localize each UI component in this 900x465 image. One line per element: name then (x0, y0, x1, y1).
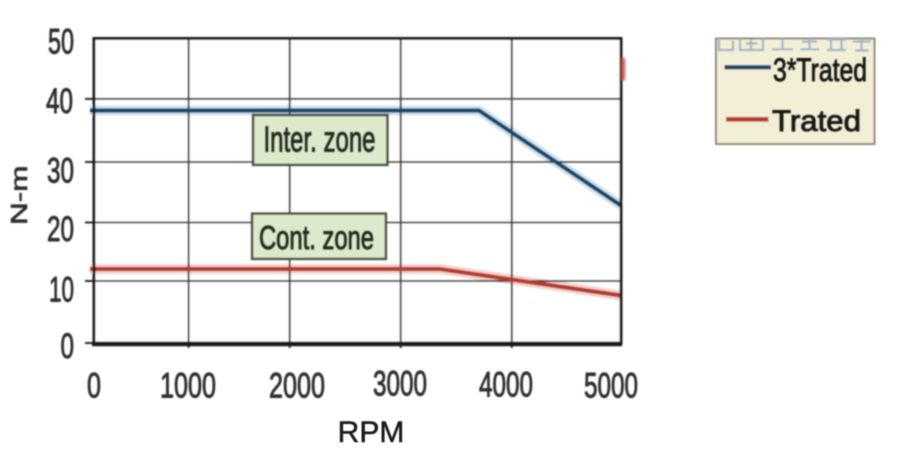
svg-text:N-m: N-m (6, 166, 32, 226)
svg-text:40: 40 (46, 82, 73, 121)
svg-text:1000: 1000 (160, 367, 216, 406)
svg-text:2000: 2000 (269, 367, 325, 406)
svg-text:Cont. zone: Cont. zone (259, 219, 374, 256)
svg-text:0: 0 (61, 327, 75, 366)
svg-text:10: 10 (49, 271, 74, 310)
svg-text:Inter. zone: Inter. zone (264, 119, 376, 160)
svg-text:30: 30 (47, 152, 74, 191)
svg-text:50: 50 (48, 23, 74, 62)
svg-text:3*Trated: 3*Trated (773, 52, 867, 88)
svg-text:4000: 4000 (479, 366, 533, 405)
svg-text:3000: 3000 (373, 365, 427, 404)
svg-text:5000: 5000 (584, 367, 638, 406)
svg-text:0: 0 (87, 367, 101, 406)
svg-text:RPM: RPM (338, 416, 405, 449)
svg-text:Trated: Trated (772, 105, 861, 138)
svg-text:20: 20 (47, 210, 74, 249)
